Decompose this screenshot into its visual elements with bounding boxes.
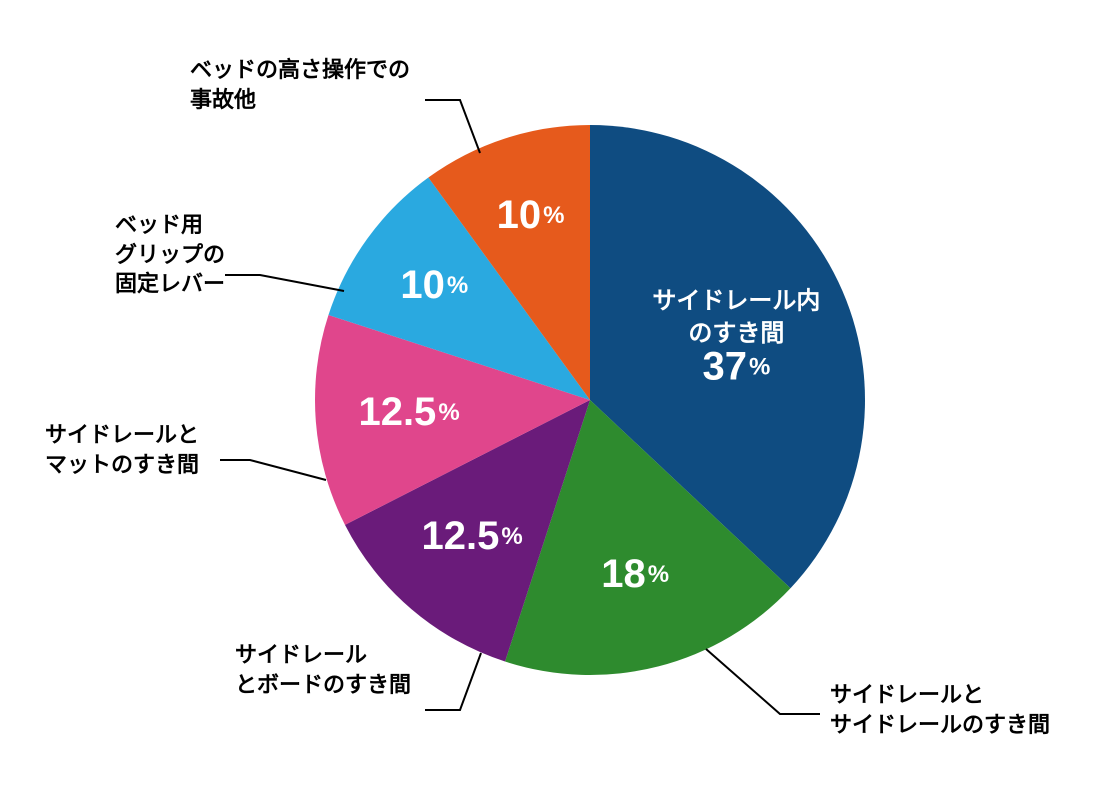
slice-inside-label-gap-inside-siderail: のすき間 xyxy=(688,320,784,347)
leader-gap-siderail-mat xyxy=(220,460,326,480)
slice-inside-label-gap-inside-siderail: サイドレール内 xyxy=(652,288,820,315)
ext-label-gap-siderail-mat: サイドレールと マットのすき間 xyxy=(45,420,199,479)
ext-label-bed-grip-lever: ベッド用 グリップの 固定レバー xyxy=(115,210,225,299)
leader-gap-siderail-board xyxy=(425,653,481,710)
ext-label-gap-between-siderails: サイドレールと サイドレールのすき間 xyxy=(830,680,1050,739)
leader-gap-between-siderails xyxy=(706,649,820,714)
leader-bed-grip-lever xyxy=(225,275,344,291)
leader-bed-height-accident xyxy=(425,100,480,153)
ext-label-gap-siderail-board: サイドレール とボードのすき間 xyxy=(235,640,411,699)
ext-label-bed-height-accident: ベッドの高さ操作での 事故他 xyxy=(190,55,410,114)
